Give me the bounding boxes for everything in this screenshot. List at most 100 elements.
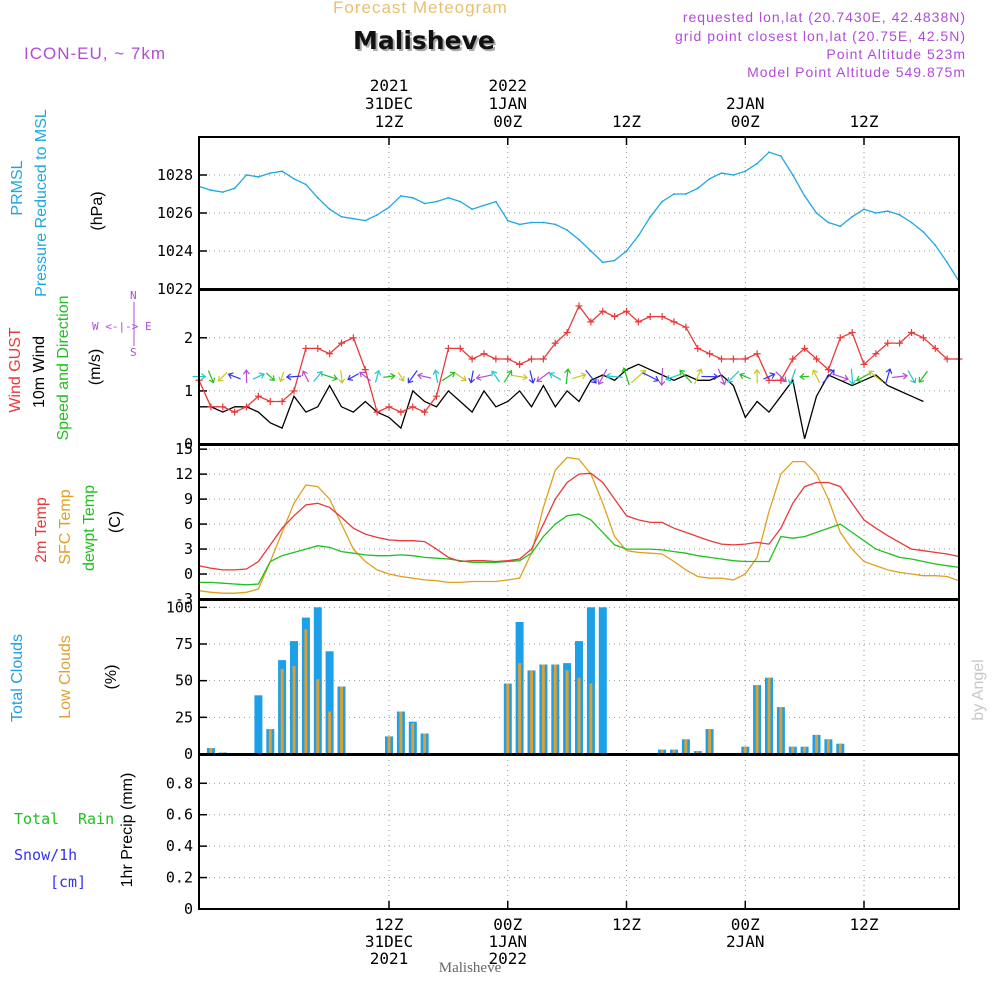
wind-direction-arrow <box>787 368 797 386</box>
pressure-point <box>554 223 557 226</box>
wind-arrow-shaft <box>763 373 775 380</box>
wind-arrow-shaft <box>347 373 360 381</box>
pressure-point <box>257 176 260 178</box>
wind-arrow-shaft <box>585 369 597 384</box>
gust-point <box>836 334 844 342</box>
time-label-bottom: 2021 <box>370 949 409 968</box>
wind-arrow-head <box>769 372 776 379</box>
gust-point <box>896 339 904 347</box>
wind-direction-arrow <box>321 373 339 382</box>
wind-arrow-head <box>475 373 482 381</box>
y-tick-label-temperature: -3 <box>175 590 193 608</box>
wind-direction-arrow <box>811 369 821 384</box>
pressure-point <box>411 196 414 199</box>
wind-label: 10m Wind <box>31 336 48 408</box>
low-cloud-bar <box>209 748 213 754</box>
sfc-temp-line <box>198 456 960 594</box>
wind-arrow-head <box>506 369 513 376</box>
pressure-point <box>934 244 937 247</box>
y-tick-label-wind: 0 <box>184 435 193 453</box>
low-cloud-bar <box>292 666 296 754</box>
panel-frame-temperature <box>198 444 960 600</box>
gust-point <box>338 339 345 347</box>
low-cloud-bar <box>565 670 569 754</box>
wind-arrow-head <box>398 375 405 382</box>
pressure-point <box>483 204 485 207</box>
gust-point <box>943 355 951 363</box>
pressure-point <box>744 170 747 173</box>
low-cloud-bar <box>826 739 830 754</box>
y-tick-label-temperature: 6 <box>184 515 193 533</box>
t2m-label: 2m Temp <box>33 497 50 563</box>
wind-direction-arrow <box>383 372 396 380</box>
wind-direction-arrow <box>374 369 382 383</box>
wind-arrow-shaft <box>313 371 323 382</box>
gust-point <box>801 344 809 352</box>
wind-arrow-shaft <box>727 370 740 383</box>
pressure-point <box>245 174 248 176</box>
time-label-top: 2022 <box>488 76 527 95</box>
wind-arrow-head <box>621 367 629 374</box>
gust-point <box>468 355 476 363</box>
wind-arrow-head <box>720 379 727 386</box>
wind-direction-arrow <box>564 368 572 385</box>
gust-point <box>729 355 737 363</box>
pressure-point <box>304 183 307 186</box>
wind-arrow-shaft <box>822 369 835 384</box>
wind-arrow-head <box>753 368 761 375</box>
wind-direction-arrow <box>605 372 623 380</box>
gust-point <box>753 350 761 358</box>
wind-arrow-head <box>347 374 354 381</box>
gust-point <box>611 313 619 321</box>
wind-direction-arrow <box>491 370 501 383</box>
wind-arrow-shaft <box>207 370 214 383</box>
wind-direction-arrow <box>313 370 323 382</box>
wind-arrow-shaft <box>441 372 456 382</box>
time-label-bottom: 12Z <box>375 915 404 934</box>
gust-point <box>777 376 785 384</box>
gust-point <box>397 408 405 416</box>
wind-arrow-head <box>460 375 467 382</box>
precip-legend-snow: Snow/1h <box>14 846 77 864</box>
gust-point <box>278 398 286 406</box>
pressure-point <box>708 177 711 180</box>
wind-direction-arrow <box>631 369 647 384</box>
gust-point <box>231 408 239 416</box>
gridpoint-coords: grid point closest lon,lat (20.75E, 42.5… <box>674 28 966 44</box>
wind-direction-arrow <box>432 369 440 384</box>
low-cloud-bar <box>316 679 320 754</box>
pressure-point <box>542 221 545 224</box>
compass-west-east: W <-|-> E <box>92 320 152 333</box>
gust-point <box>433 392 440 400</box>
wind-arrow-head <box>316 370 323 377</box>
time-label-bottom: 00Z <box>731 915 760 934</box>
wind-arrow-shaft <box>812 369 821 384</box>
pressure-point <box>506 219 509 222</box>
wind-arrow-head <box>580 372 587 380</box>
pressure-point <box>328 208 331 211</box>
wind-arrow-shaft <box>374 370 380 383</box>
wind-direction-arrow <box>832 373 850 382</box>
gust-point <box>765 376 773 384</box>
total-cloud-bar <box>586 607 595 754</box>
pressure-point <box>518 223 521 226</box>
wind-direction-arrow <box>665 373 682 382</box>
footer-location: Malisheve <box>439 960 502 976</box>
wind-direction-arrow <box>621 367 630 386</box>
t2m-line <box>198 472 960 571</box>
wind-arrow-shaft <box>491 370 501 383</box>
wind-arrow-shaft <box>885 368 891 385</box>
pressure-point <box>768 151 770 154</box>
wind-direction-arrow <box>338 370 346 385</box>
pressure-point <box>696 187 699 190</box>
gust-point <box>314 344 322 352</box>
gust-point <box>551 339 559 347</box>
chart-subtitle: Forecast Meteogram <box>333 0 508 17</box>
low-cloud-bar <box>506 683 510 754</box>
gust-point <box>254 392 262 400</box>
gust-point <box>599 307 607 315</box>
low-cloud-bar <box>411 723 415 754</box>
wind-direction-arrow <box>907 370 917 384</box>
pressure-point <box>649 215 652 218</box>
pressure-point <box>293 177 295 180</box>
